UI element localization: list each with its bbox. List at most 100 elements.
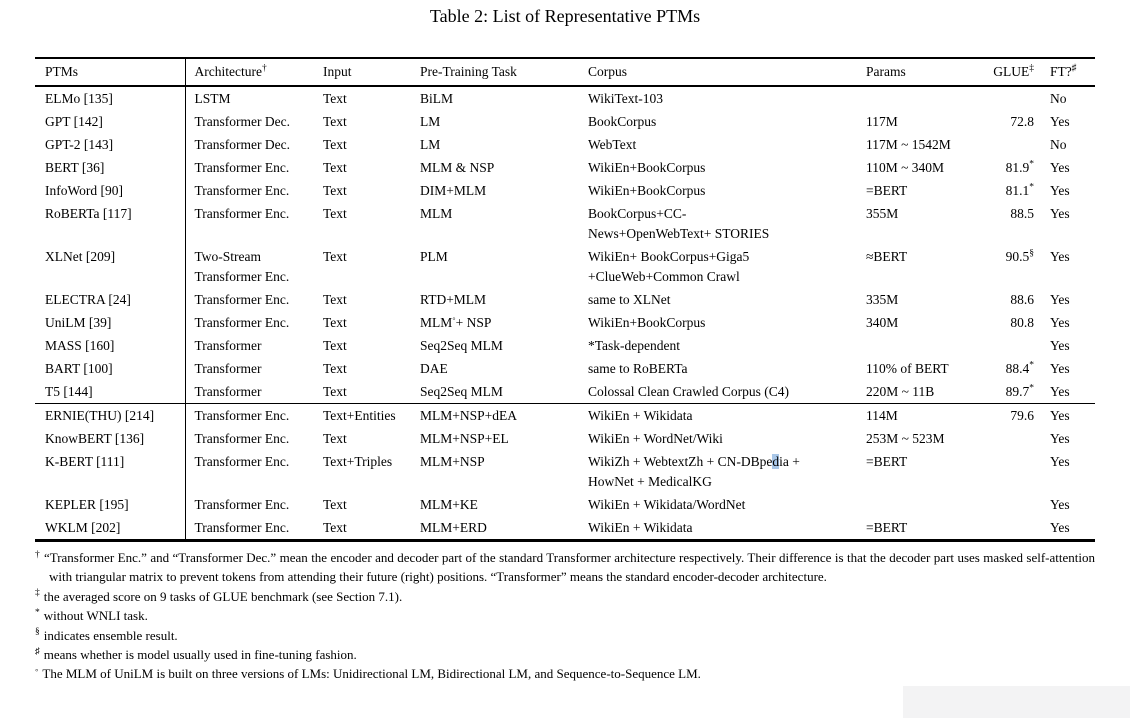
cell-input: Text	[323, 91, 347, 106]
cell-ptms: ERNIE(THU) [214]	[35, 403, 186, 427]
cell-task: MLM & NSP	[420, 160, 495, 175]
cell-ft: Yes	[1050, 454, 1070, 469]
cell-ptms: UniLM [39]	[35, 311, 186, 334]
cell-glue: 88.6	[1010, 292, 1034, 307]
superscript-marker: §	[1029, 248, 1034, 259]
cell-ptms: XLNet [209]	[35, 245, 186, 288]
cell-corpus: WikiZh + WebtextZh + CN-DBpedia + HowNet …	[588, 454, 800, 489]
cell-ft: No	[1050, 137, 1067, 152]
cell-input: Text	[323, 431, 347, 446]
cell-arch: Transformer Enc.	[194, 408, 290, 423]
cell-task: MLM+NSP+EL	[420, 431, 509, 446]
cell-ptms: ELMo [135]	[35, 86, 186, 110]
table-row: ERNIE(THU) [214] Transformer Enc. Text+Ent…	[35, 403, 1095, 427]
superscript-marker: *	[1029, 182, 1034, 193]
cell-ptms: KnowBERT [136]	[35, 427, 186, 450]
cell-arch: Transformer Enc.	[194, 315, 290, 330]
cell-task: Seq2Seq MLM	[420, 384, 503, 399]
cell-params: 110M ~ 340M	[866, 160, 945, 175]
cell-input: Text	[323, 315, 347, 330]
header-row: PTMs Architecture† Input Pre-Training Task C…	[35, 58, 1095, 86]
cell-task: DIM+MLM	[420, 183, 487, 198]
column-header-input: Input	[323, 64, 352, 79]
cell-task: PLM	[420, 249, 448, 264]
table-row: KEPLER [195] Transformer Enc. Text MLM+KE Wi…	[35, 493, 1095, 516]
table-row: RoBERTa [117] Transformer Enc. Text MLM Book…	[35, 202, 1095, 245]
cell-corpus: same to RoBERTa	[588, 361, 688, 376]
table-header: PTMs Architecture† Input Pre-Training Task C…	[35, 58, 1095, 86]
table-row: KnowBERT [136] Transformer Enc. Text MLM+NS…	[35, 427, 1095, 450]
footnote-text: indicates ensemble result.	[43, 627, 178, 643]
cell-task: RTD+MLM	[420, 292, 487, 307]
footnote-text: the averaged score on 9 tasks of GLUE be…	[43, 588, 403, 604]
cell-ft: Yes	[1050, 315, 1070, 330]
cell-corpus: WikiEn+ BookCorpus+Giga5 +ClueWeb+Common …	[588, 249, 750, 284]
cell-params	[866, 334, 985, 357]
table-row: ELECTRA [24] Transformer Enc. Text RTD+MLM s…	[35, 288, 1095, 311]
cell-ptms: BERT [36]	[35, 156, 186, 179]
column-header-params: Params	[866, 64, 906, 79]
table-row: InfoWord [90] Transformer Enc. Text DIM+MLM…	[35, 179, 1095, 202]
cell-input: Text	[323, 384, 347, 399]
cell-input: Text+Entities	[323, 408, 396, 423]
cell-ptms: K-BERT [111]	[35, 450, 186, 493]
footnote-marker: ‡	[35, 588, 40, 599]
cell-ptms: RoBERTa [117]	[35, 202, 186, 245]
cell-input: Text	[323, 114, 347, 129]
cell-params: 253M ~ 523M	[866, 431, 945, 446]
cell-glue: 88.4*	[1005, 360, 1034, 376]
cell-input: Text	[323, 520, 347, 535]
cell-glue	[985, 86, 1043, 110]
cell-arch: LSTM	[194, 91, 231, 106]
cell-input: Text	[323, 206, 347, 221]
cell-corpus: *Task-dependent	[588, 338, 681, 353]
ptm-table: PTMs Architecture† Input Pre-Training Task C…	[35, 57, 1095, 542]
cell-corpus: WikiEn + Wikidata	[588, 408, 693, 423]
table-row: WKLM [202] Transformer Enc. Text MLM+ERD Wik…	[35, 516, 1095, 541]
cell-task: MLM	[420, 206, 453, 221]
cell-arch: Transformer Enc.	[194, 206, 290, 221]
footnote-marker: *	[35, 607, 40, 618]
cell-task: MLM◦+ NSP	[420, 314, 492, 330]
table-row: GPT [142] Transformer Dec. Text LM BookCorpu…	[35, 110, 1095, 133]
cell-ft: Yes	[1050, 431, 1070, 446]
column-header-ptms: PTMs	[35, 58, 186, 86]
cell-arch: Transformer	[194, 361, 262, 376]
cell-ptms: MASS [160]	[35, 334, 186, 357]
cell-arch: Transformer	[194, 338, 262, 353]
table-row: GPT-2 [143] Transformer Dec. Text LM WebText…	[35, 133, 1095, 156]
overlay-box	[903, 686, 1130, 718]
footnote: † “Transformer Enc.” and “Transformer Dec…	[35, 548, 1095, 587]
footnote-marker: ◦	[35, 666, 39, 677]
cell-corpus: WikiEn + Wikidata	[588, 520, 693, 535]
table-row: T5 [144] Transformer Text Seq2Seq MLM Coloss…	[35, 380, 1095, 404]
cell-corpus: WikiEn + WordNet/Wiki	[588, 431, 723, 446]
cell-params: 117M ~ 1542M	[866, 137, 951, 152]
cell-ft: Yes	[1050, 361, 1070, 376]
cell-input: Text	[323, 292, 347, 307]
cell-ft: Yes	[1050, 183, 1070, 198]
cell-glue: 72.8	[1010, 114, 1034, 129]
cell-glue	[985, 334, 1043, 357]
table-row: UniLM [39] Transformer Enc. Text MLM◦+ NSP W…	[35, 311, 1095, 334]
cell-ptms: WKLM [202]	[35, 516, 186, 541]
table-row: MASS [160] Transformer Text Seq2Seq MLM *Tas…	[35, 334, 1095, 357]
cell-glue: 88.5	[1010, 206, 1034, 221]
cell-task: LM	[420, 137, 441, 152]
cell-ft: Yes	[1050, 497, 1070, 512]
cell-params: 117M	[866, 114, 898, 129]
cell-task: LM	[420, 114, 441, 129]
superscript-marker: *	[1029, 159, 1034, 170]
cell-glue	[985, 427, 1043, 450]
superscript-marker: ♯	[1071, 63, 1077, 74]
cell-arch: Transformer Enc.	[194, 497, 290, 512]
table-row: BART [100] Transformer Text DAE same to RoBE…	[35, 357, 1095, 380]
column-header-glue: GLUE‡	[993, 63, 1034, 79]
cell-glue: 79.6	[1010, 408, 1034, 423]
cell-arch: Transformer Enc.	[194, 454, 290, 469]
cell-corpus: Colossal Clean Crawled Corpus (C4)	[588, 384, 789, 399]
cell-input: Text	[323, 160, 347, 175]
footnote-marker: ♯	[35, 646, 40, 657]
footnote-marker: §	[35, 627, 40, 638]
cell-params: =BERT	[866, 454, 908, 469]
